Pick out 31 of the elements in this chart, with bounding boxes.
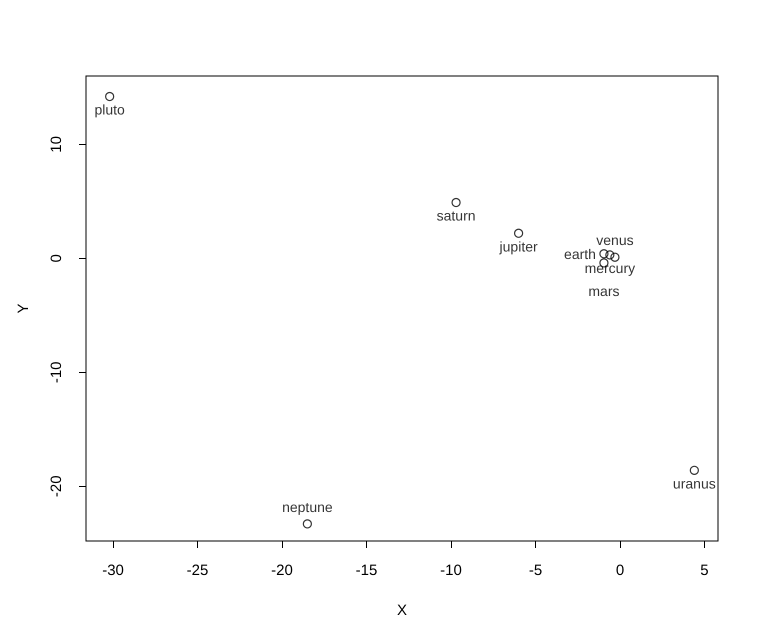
x-tick-label: -15	[356, 562, 378, 579]
point	[599, 249, 609, 258]
x-tick-label: 0	[616, 562, 624, 579]
y-tick-label: -20	[48, 475, 65, 498]
annotation: pluto	[94, 102, 126, 118]
point	[605, 250, 614, 260]
x-tick-label: -25	[186, 562, 208, 579]
x-tick-label: 5	[700, 562, 709, 579]
annotation: mercury	[584, 260, 636, 276]
y-axis-title: Y	[15, 303, 32, 314]
annotation: earth	[564, 246, 596, 262]
x-tick-label: -10	[440, 562, 462, 579]
x-axis-title: X	[396, 602, 408, 619]
annotation: venus	[596, 232, 634, 248]
annotation: mars	[588, 282, 620, 299]
annotation: jupiter	[498, 238, 538, 254]
point	[105, 92, 114, 102]
y-tick-label: 0	[48, 254, 65, 263]
annotation: saturn	[436, 208, 476, 224]
x-tick-label: -5	[528, 562, 542, 579]
y-tick-label: -10	[48, 361, 65, 384]
point	[690, 466, 699, 475]
x-tick-label: -20	[271, 562, 293, 579]
point	[514, 228, 524, 238]
point	[610, 252, 620, 262]
point	[451, 198, 461, 208]
annotation: neptune	[282, 498, 333, 515]
x-tick-label: -30	[102, 562, 124, 579]
point	[302, 519, 312, 528]
y-tick-label: 10	[48, 136, 65, 153]
annotation: uranus	[672, 475, 716, 492]
